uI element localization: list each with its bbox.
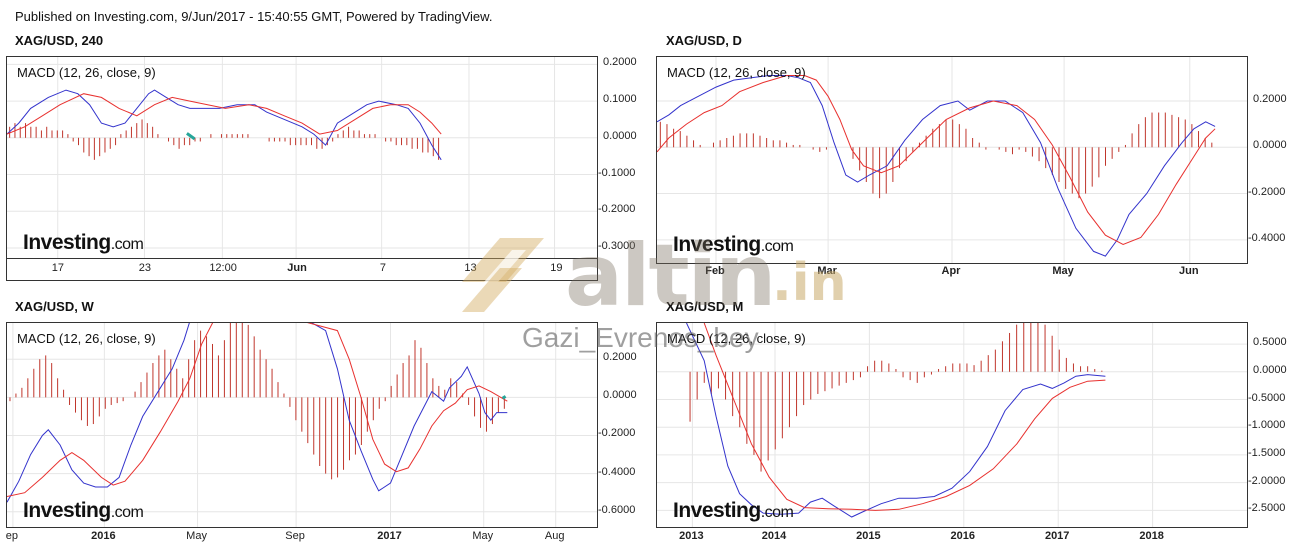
y-tick-label: 0.5000 bbox=[1253, 336, 1287, 349]
x-tick-label: 2014 bbox=[761, 530, 787, 542]
y-tick-label: 0.2000 bbox=[603, 351, 637, 364]
x-tick-label: 23 bbox=[138, 262, 152, 274]
y-tick-label: -0.2000 bbox=[598, 203, 636, 216]
x-tick-label: 17 bbox=[51, 262, 65, 274]
logo-main: Investing bbox=[673, 233, 761, 256]
panel-title-weekly: XAG/USD, W bbox=[15, 299, 94, 314]
indicator-label: MACD (12, 26, close, 9) bbox=[667, 65, 806, 80]
x-tick-label: 2015 bbox=[856, 530, 881, 542]
macd-line bbox=[686, 323, 1106, 518]
indicator-label: MACD (12, 26, close, 9) bbox=[17, 65, 156, 80]
y-tick-label: -0.2000 bbox=[1248, 185, 1286, 198]
y-tick-label: 0.0000 bbox=[1253, 363, 1287, 376]
x-tick-label: 2018 bbox=[1139, 530, 1164, 542]
x-tick-label: 2016 bbox=[91, 530, 116, 542]
x-tick-label: ep bbox=[5, 530, 19, 542]
y-tick-label: -0.5000 bbox=[1248, 391, 1286, 404]
x-tick-label: 2017 bbox=[377, 530, 402, 542]
x-tick-label: 2016 bbox=[950, 530, 976, 542]
x-tick-label: Aug bbox=[544, 530, 565, 542]
y-tick-label: 0.0000 bbox=[603, 389, 637, 402]
y-tick-label: 0.0000 bbox=[603, 129, 637, 142]
y-tick-label: -0.4000 bbox=[598, 465, 636, 478]
y-axis-monthly: 0.5000 0.0000 -0.5000 -1.0000 -1.5000 -2.0000… bbox=[1248, 322, 1304, 526]
logo-suffix: .com bbox=[760, 504, 794, 521]
y-tick-label: 0.2000 bbox=[1253, 92, 1287, 105]
y-tick-label: -0.6000 bbox=[598, 503, 636, 516]
signal-line bbox=[657, 75, 1216, 246]
chart-pane-daily[interactable]: MACD (12, 26, close, 9) Investing.com bbox=[656, 56, 1248, 264]
time-axis-240: 17 23 12:00 Jun 7 13 19 bbox=[6, 258, 598, 281]
y-tick-label: 0.2000 bbox=[603, 56, 637, 69]
x-tick-label: 13 bbox=[464, 262, 477, 274]
x-tick-label: May bbox=[1052, 265, 1074, 277]
x-tick-label: 12:00 bbox=[209, 262, 237, 274]
investing-logo: Investing.com bbox=[673, 499, 794, 523]
y-tick-label: -0.4000 bbox=[1248, 231, 1286, 244]
macd-line bbox=[7, 89, 442, 161]
published-caption: Published on Investing.com, 9/Jun/2017 -… bbox=[15, 9, 493, 24]
y-tick-label: -0.2000 bbox=[598, 427, 636, 440]
panel-title-240: XAG/USD, 240 bbox=[15, 33, 104, 48]
watermark-brand: altin bbox=[565, 226, 776, 326]
investing-logo: Investing.com bbox=[673, 233, 794, 257]
y-tick-label: -2.5000 bbox=[1248, 502, 1286, 515]
macd-line bbox=[657, 75, 1216, 257]
y-tick-label: 0.0000 bbox=[1253, 139, 1287, 152]
x-tick-label: Mar bbox=[817, 265, 837, 277]
investing-logo: Investing.com bbox=[23, 231, 144, 255]
x-tick-label: Feb bbox=[705, 265, 725, 277]
time-axis-daily: Feb Mar Apr May Jun bbox=[656, 262, 1246, 280]
time-axis-monthly: 2013 2014 2015 2016 2017 2018 bbox=[656, 527, 1246, 546]
x-tick-label: 19 bbox=[550, 262, 563, 274]
watermark-signature: Gazi_Evrenos_bey bbox=[522, 322, 759, 353]
y-axis-weekly: 0.2000 0.0000 -0.2000 -0.4000 -0.6000 bbox=[598, 322, 654, 526]
macd-chart-monthly bbox=[657, 323, 1247, 527]
chart-pane-monthly[interactable]: MACD (12, 26, close, 9) Investing.com bbox=[656, 322, 1248, 528]
x-tick-label: Sep bbox=[285, 530, 305, 542]
logo-main: Investing bbox=[673, 499, 761, 522]
macd-line bbox=[7, 323, 508, 503]
signal-line bbox=[7, 323, 508, 497]
signal-line bbox=[7, 93, 442, 135]
y-tick-label: -0.1000 bbox=[598, 166, 636, 179]
indicator-label: MACD (12, 26, close, 9) bbox=[17, 331, 156, 346]
x-tick-label: Apr bbox=[941, 265, 961, 277]
y-tick-label: -0.3000 bbox=[598, 239, 636, 252]
signal-line bbox=[703, 323, 1106, 511]
chart-pane-weekly[interactable]: MACD (12, 26, close, 9) Investing.com bbox=[6, 322, 598, 528]
x-tick-label: 2013 bbox=[679, 530, 704, 542]
investing-logo: Investing.com bbox=[23, 499, 144, 523]
logo-main: Investing bbox=[23, 499, 111, 522]
y-tick-label: -1.0000 bbox=[1248, 419, 1286, 432]
x-tick-label: 2017 bbox=[1044, 530, 1070, 542]
logo-main: Investing bbox=[23, 231, 111, 254]
x-tick-label: 7 bbox=[379, 262, 386, 274]
chart-pane-240[interactable]: MACD (12, 26, close, 9) Investing.com bbox=[6, 56, 598, 260]
x-tick-label: Jun bbox=[1178, 265, 1199, 277]
y-axis-240: 0.2000 0.1000 0.0000 -0.1000 -0.2000 -0.3000 bbox=[598, 56, 654, 258]
last-value-marker bbox=[501, 395, 507, 400]
y-tick-label: -1.5000 bbox=[1248, 446, 1286, 459]
macd-chart-daily bbox=[657, 57, 1247, 263]
last-value-marker bbox=[186, 132, 196, 141]
altin-watermark-icon bbox=[462, 238, 544, 312]
watermark-tld: .in bbox=[772, 253, 847, 313]
macd-chart-240 bbox=[7, 57, 597, 259]
logo-suffix: .com bbox=[760, 238, 794, 255]
macd-chart-weekly bbox=[7, 323, 597, 527]
indicator-label: MACD (12, 26, close, 9) bbox=[667, 331, 806, 346]
y-axis-daily: 0.2000 0.0000 -0.2000 -0.4000 bbox=[1248, 56, 1304, 262]
logo-suffix: .com bbox=[110, 236, 144, 253]
x-tick-label: May bbox=[472, 530, 494, 542]
panel-title-monthly: XAG/USD, M bbox=[666, 299, 744, 314]
x-tick-label: May bbox=[186, 530, 207, 542]
y-tick-label: -2.0000 bbox=[1248, 474, 1286, 487]
panel-title-daily: XAG/USD, D bbox=[666, 33, 742, 48]
y-tick-label: 0.1000 bbox=[603, 93, 637, 106]
x-tick-label: Jun bbox=[287, 262, 307, 274]
time-axis-weekly: ep 2016 May Sep 2017 May Aug bbox=[6, 527, 596, 546]
logo-suffix: .com bbox=[110, 504, 144, 521]
